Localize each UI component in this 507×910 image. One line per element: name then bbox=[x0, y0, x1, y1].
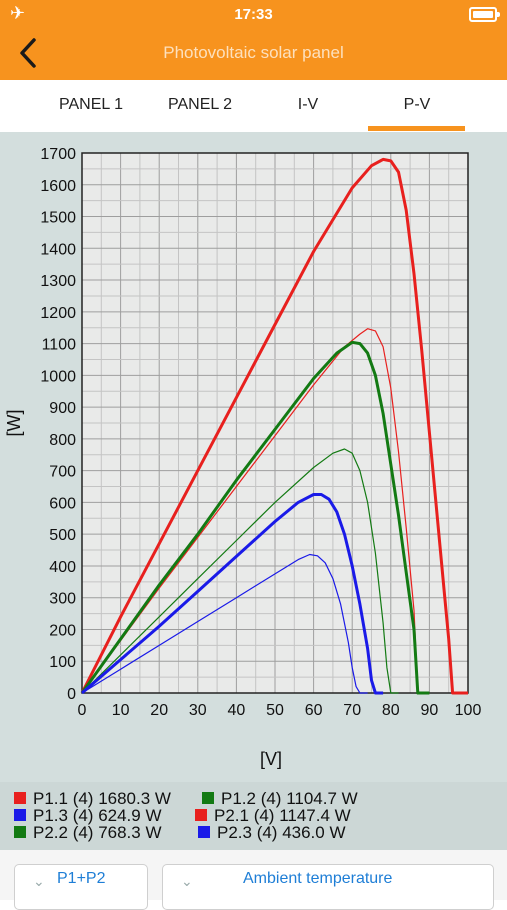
y-tick-label: 700 bbox=[49, 464, 76, 481]
y-tick-label: 200 bbox=[49, 622, 76, 639]
chart-legend: P1.1 (4) 1680.3 W P1.2 (4) 1104.7 W P1.3… bbox=[0, 782, 507, 850]
y-tick-label: 1400 bbox=[40, 241, 76, 258]
y-tick-label: 1600 bbox=[40, 178, 76, 195]
y-tick-label: 900 bbox=[49, 400, 76, 417]
ambient-temperature-label: Ambient temperature bbox=[243, 870, 393, 887]
status-time: 17:33 bbox=[234, 6, 273, 23]
x-tick-label: 70 bbox=[343, 702, 361, 719]
y-tick-label: 400 bbox=[49, 559, 76, 576]
legend-swatch bbox=[195, 809, 207, 821]
y-tick-label: 100 bbox=[49, 654, 76, 671]
x-tick-label: 60 bbox=[305, 702, 323, 719]
y-tick-label: 1000 bbox=[40, 368, 76, 385]
tab-bar: PANEL 1 PANEL 2 I-V P-V bbox=[0, 80, 507, 132]
legend-swatch bbox=[198, 826, 210, 838]
legend-swatch bbox=[14, 826, 26, 838]
tab-panel-2[interactable]: PANEL 2 bbox=[167, 96, 233, 113]
bottom-controls: ⌄ P1+P2 ⌄ Ambient temperature bbox=[0, 850, 507, 910]
pv-chart-panel: 0 10 20 30 40 50 60 70 80 90 100 0 100 200 300 400 500 60… bbox=[0, 132, 507, 850]
series-line bbox=[81, 448, 399, 694]
page-title: Photovoltaic solar panel bbox=[163, 43, 344, 62]
y-tick-label: 0 bbox=[67, 686, 76, 703]
chevron-down-icon: ⌄ bbox=[33, 873, 45, 889]
panel-select-dropdown[interactable]: ⌄ P1+P2 bbox=[14, 864, 148, 910]
active-tab-indicator bbox=[368, 126, 465, 131]
series-line bbox=[81, 328, 430, 694]
y-tick-label: 1500 bbox=[40, 210, 76, 227]
ambient-temperature-dropdown[interactable]: ⌄ Ambient temperature bbox=[162, 864, 494, 910]
x-tick-label: 90 bbox=[421, 702, 439, 719]
x-tick-label: 80 bbox=[382, 702, 400, 719]
battery-icon bbox=[469, 7, 500, 22]
series-line bbox=[81, 493, 384, 695]
y-tick-label: 600 bbox=[49, 495, 76, 512]
navigation-bar: Photovoltaic solar panel bbox=[0, 28, 507, 80]
series-line bbox=[81, 553, 368, 694]
status-bar: ✈ 17:33 bbox=[0, 0, 507, 28]
y-axis-label: [W] bbox=[4, 410, 24, 437]
x-tick-label: 0 bbox=[78, 702, 87, 719]
x-tick-label: 30 bbox=[189, 702, 207, 719]
y-tick-label: 800 bbox=[49, 432, 76, 449]
x-tick-label: 100 bbox=[455, 702, 482, 719]
x-tick-label: 10 bbox=[112, 702, 130, 719]
legend-swatch bbox=[202, 792, 214, 804]
y-tick-label: 1100 bbox=[42, 337, 77, 354]
series-line bbox=[80, 157, 468, 695]
airplane-mode-icon: ✈ bbox=[10, 3, 26, 23]
tab-i-v[interactable]: I-V bbox=[297, 96, 319, 113]
y-tick-label: 1700 bbox=[40, 146, 76, 163]
tab-panel-1[interactable]: PANEL 1 bbox=[58, 96, 124, 113]
tab-p-v[interactable]: P-V bbox=[403, 96, 431, 113]
y-tick-label: 300 bbox=[49, 591, 76, 608]
back-chevron-icon[interactable] bbox=[14, 36, 48, 70]
plot-frame bbox=[81, 152, 469, 694]
series-line bbox=[80, 340, 430, 695]
legend-swatch bbox=[14, 792, 26, 804]
x-axis-label: [V] bbox=[260, 749, 282, 769]
y-tick-label: 1300 bbox=[40, 273, 76, 290]
pv-chart: 0 10 20 30 40 50 60 70 80 90 100010020030040050060… bbox=[4, 146, 482, 769]
legend-swatch bbox=[14, 809, 26, 821]
x-tick-label: 20 bbox=[150, 702, 168, 719]
panel-select-label: P1+P2 bbox=[57, 870, 106, 887]
y-tick-label: 1200 bbox=[40, 305, 76, 322]
y-tick-label: 500 bbox=[49, 527, 76, 544]
chevron-down-icon: ⌄ bbox=[181, 873, 193, 889]
x-tick-label: 40 bbox=[228, 702, 246, 719]
x-tick-label: 50 bbox=[266, 702, 284, 719]
